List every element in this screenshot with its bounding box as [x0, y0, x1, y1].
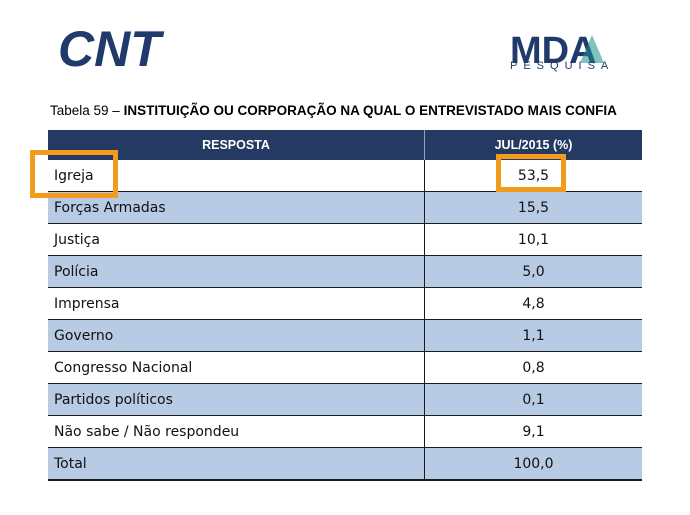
row-label: Justiça [48, 223, 425, 256]
table-row: Polícia 5,0 [48, 255, 642, 288]
highlight-box-value [496, 154, 566, 192]
row-value: 4,8 [424, 287, 642, 320]
table-row: Não sabe / Não respondeu 9,1 [48, 415, 642, 448]
mda-logo-accent [580, 35, 604, 63]
mda-logo-subtitle: PESQUISA [510, 60, 615, 72]
table-row: Imprensa 4,8 [48, 287, 642, 320]
row-value: 0,8 [424, 351, 642, 384]
row-label: Partidos políticos [48, 383, 425, 416]
table-row: Partidos políticos 0,1 [48, 383, 642, 416]
row-value: 53,5 [424, 160, 642, 192]
data-table: RESPOSTA JUL/2015 (%) Igreja 53,5 Forças … [48, 130, 642, 481]
highlight-box-label [30, 150, 118, 198]
row-value: 15,5 [424, 191, 642, 224]
table-row-total: Total 100,0 [48, 447, 642, 481]
row-label: Imprensa [48, 287, 425, 320]
row-label: Polícia [48, 255, 425, 288]
row-value: 100,0 [424, 447, 642, 481]
table-caption: Tabela 59 – INSTITUIÇÃO OU CORPORAÇÃO NA… [50, 103, 617, 118]
column-header-resposta: RESPOSTA [48, 130, 425, 160]
table-row: Governo 1,1 [48, 319, 642, 352]
row-value: 1,1 [424, 319, 642, 352]
table-caption-prefix: Tabela 59 – [50, 103, 124, 118]
mda-logo: MDA [510, 30, 604, 72]
table-row: Justiça 10,1 [48, 223, 642, 256]
row-value: 9,1 [424, 415, 642, 448]
row-label: Governo [48, 319, 425, 352]
row-value: 0,1 [424, 383, 642, 416]
cnt-logo: CNT [58, 22, 165, 74]
row-label: Forças Armadas [48, 191, 425, 224]
row-value: 10,1 [424, 223, 642, 256]
row-label: Congresso Nacional [48, 351, 425, 384]
row-value: 5,0 [424, 255, 642, 288]
table-row: Forças Armadas 15,5 [48, 191, 642, 224]
table-row: Congresso Nacional 0,8 [48, 351, 642, 384]
mda-logo-text: MDA [510, 30, 597, 72]
cnt-logo-text: CNT [58, 22, 165, 74]
row-label: Igreja [48, 160, 425, 192]
row-label: Total [48, 447, 425, 481]
table-row: Igreja 53,5 [48, 160, 642, 192]
table-caption-title: INSTITUIÇÃO OU CORPORAÇÃO NA QUAL O ENTR… [123, 103, 617, 118]
row-label: Não sabe / Não respondeu [48, 415, 425, 448]
